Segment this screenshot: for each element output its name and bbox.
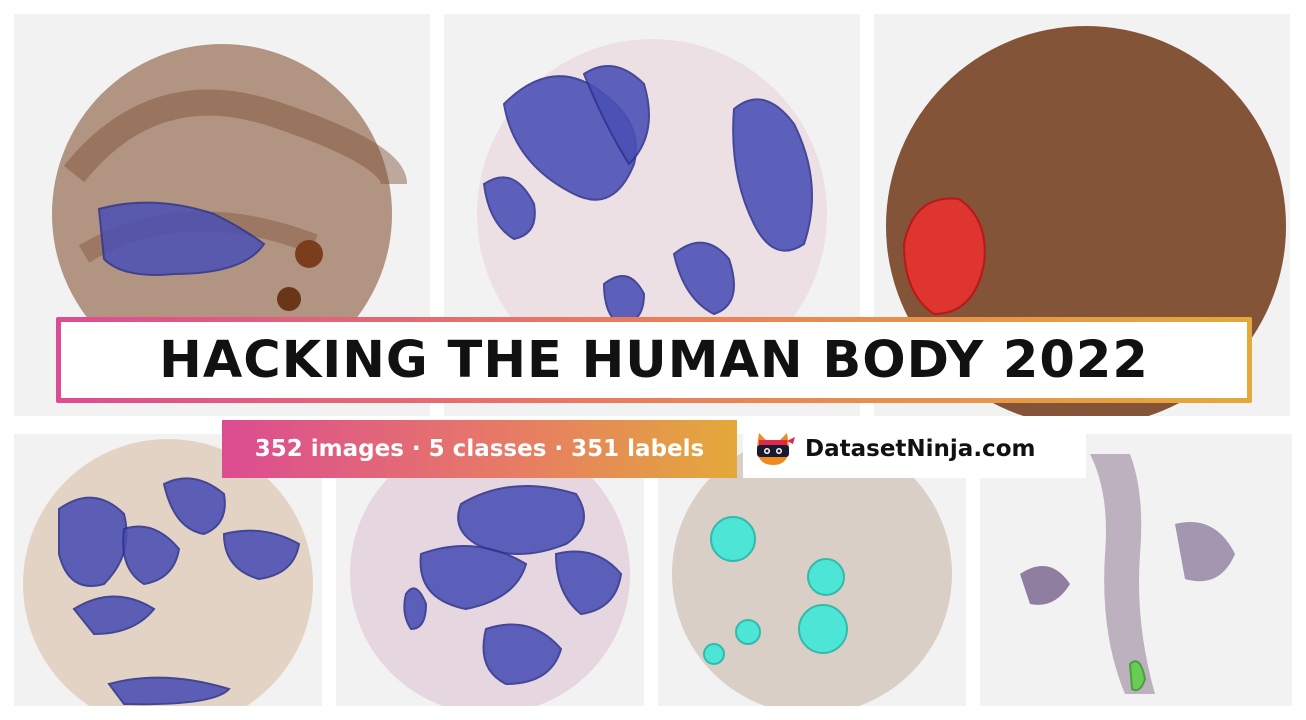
tissue-image-2-graphic [477,39,827,389]
ninja-cat-logo-icon [757,433,795,465]
brand-badge[interactable]: DatasetNinja.com [743,420,1086,478]
tissue-image-7-graphic [996,434,1276,706]
tissue-image-1 [14,14,430,416]
brand-name[interactable]: DatasetNinja.com [805,436,1036,462]
tissue-image-7 [980,434,1292,706]
tissue-image-5-graphic [350,434,630,706]
tissue-image-3-graphic [886,26,1286,416]
tissue-image-6 [658,434,966,706]
tissue-image-6-graphic [672,434,952,706]
dataset-stats: 352 images · 5 classes · 351 labels [254,436,705,462]
title-banner: HACKING THE HUMAN BODY 2022 [56,317,1252,403]
stats-banner: 352 images · 5 classes · 351 labels [222,420,737,478]
tissue-image-1-graphic [52,44,407,384]
tissue-image-4-graphic [23,439,313,706]
dataset-title: HACKING THE HUMAN BODY 2022 [159,330,1149,390]
tissue-image-5 [336,434,644,706]
tissue-image-4 [14,434,322,706]
